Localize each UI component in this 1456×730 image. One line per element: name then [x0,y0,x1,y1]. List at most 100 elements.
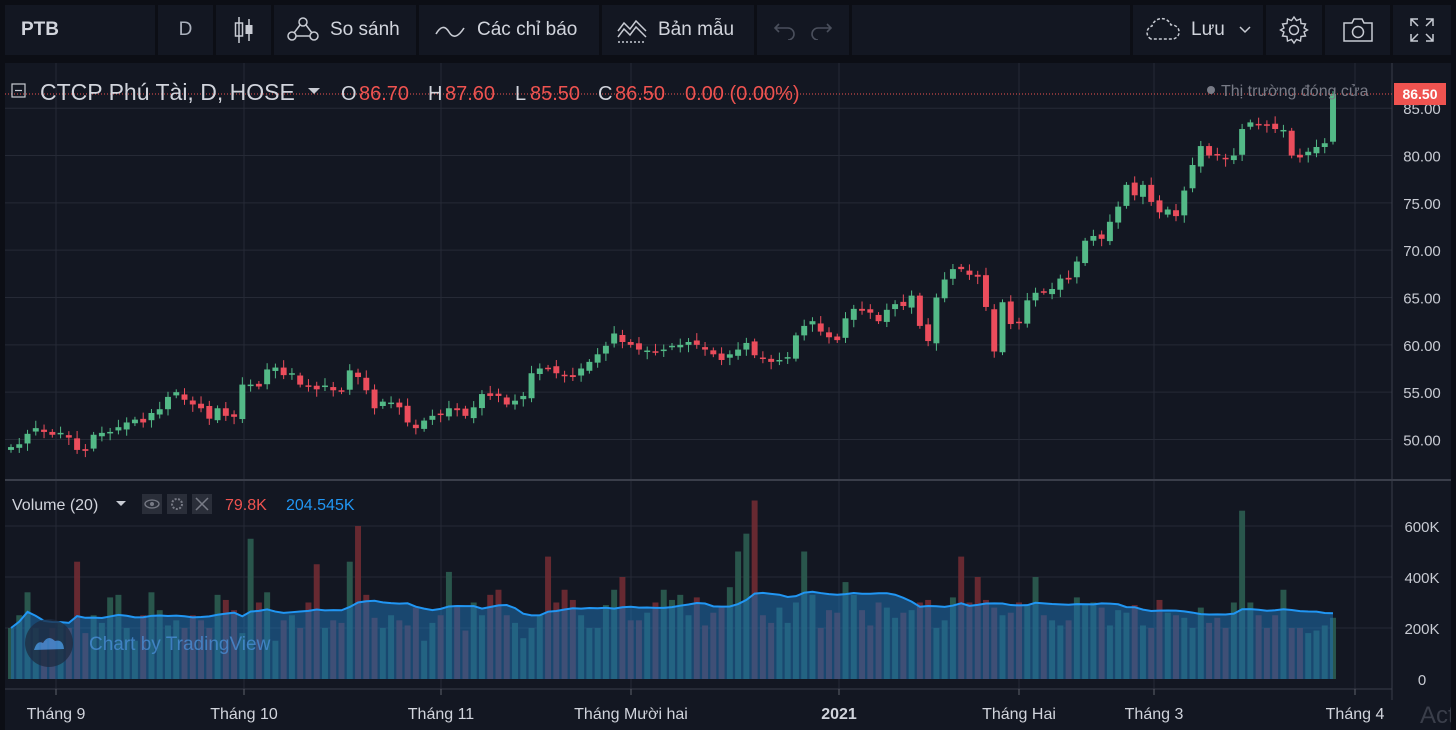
candle [892,304,899,310]
candle [1288,130,1295,156]
volume-caret-icon[interactable] [116,501,126,506]
candle [751,341,758,356]
symbol-search-button[interactable]: PTB [5,5,155,55]
candle [140,418,147,423]
candle [569,375,576,378]
settings-small-icon[interactable] [167,494,187,514]
symbol-legend[interactable]: CTCP Phú Tài, D, HOSE O 86.70 H 87.60 L … [11,79,800,105]
candle [1106,221,1113,242]
candle [181,394,188,400]
tradingview-watermark[interactable]: Chart by TradingView [25,619,271,667]
candle [115,427,122,431]
volume-tick-label: 400K [1404,570,1439,587]
candle [784,357,791,359]
chart-area[interactable]: 85.00 80.00 75.00 70.00 65.00 60.00 55.00 50.00… [5,63,1455,730]
candle [32,428,39,432]
price-tick-label: 60.00 [1403,338,1441,355]
indicators-icon [435,20,465,40]
collapse-icon[interactable] [11,83,26,98]
settings-button[interactable] [1266,5,1322,55]
candle [189,400,196,405]
templates-button[interactable]: Bản mẫu [602,5,754,55]
candle [231,414,238,417]
candle [1016,321,1022,324]
candle [1098,234,1105,239]
volume-title[interactable]: Volume (20) [12,497,98,514]
volume-tick-label: 200K [1404,621,1439,638]
candle [826,332,832,338]
candle [74,438,81,450]
candle [735,349,742,356]
save-label: Lưu [1191,19,1225,40]
open-value: 86.70 [359,83,409,105]
price-tick-label: 85.00 [1403,101,1441,118]
symbol-title[interactable]: CTCP Phú Tài, D, HOSE [40,79,295,105]
candle [1049,288,1056,295]
candle [1024,300,1031,324]
close-value: 86.50 [615,83,665,105]
candle [1065,277,1072,280]
candle [24,433,31,444]
volume-legend[interactable]: Volume (20) 79.8K 204.545K [12,494,355,514]
snapshot-button[interactable] [1325,5,1390,55]
chevron-down-icon[interactable] [1239,26,1251,34]
candle [173,392,180,396]
chart-type-button[interactable] [216,5,271,55]
candle [1131,182,1138,196]
candle [280,367,287,376]
candle [1090,235,1097,241]
low-label: L [515,83,526,105]
candle [528,373,535,399]
candle [941,279,948,299]
candle [1222,157,1229,160]
candle [247,384,254,387]
candle [850,308,857,320]
corner-watermark: Act [1420,702,1451,729]
candle [999,302,1006,353]
candle [594,354,601,363]
undo-icon[interactable] [773,20,797,40]
candle [900,301,907,307]
candle [396,402,403,408]
interval-button[interactable]: D [158,5,213,55]
volume-value: 79.8K [225,497,267,514]
volume-ma [10,590,1334,679]
price-axis[interactable]: 85.00 80.00 75.00 70.00 65.00 60.00 55.00 50.00 [1403,101,1441,449]
candle [462,408,469,416]
candle [1057,278,1064,290]
candle [16,444,23,448]
candle [1305,151,1312,156]
candle [1123,184,1130,206]
candle [206,405,213,419]
market-status: Thị trường đóng cửa [1221,83,1369,100]
time-tick-label: Tháng 4 [1326,706,1385,723]
candle [1239,129,1246,155]
volume-bar [751,500,758,679]
candle [222,408,229,416]
candle [652,351,659,353]
price-tick-label: 65.00 [1403,291,1441,308]
candle [445,408,452,417]
time-axis[interactable]: Tháng 9 Tháng 10 Tháng 11 Tháng Mười hai 202… [27,689,1385,723]
volume-axis[interactable]: 600K 400K 200K 0 [1404,519,1439,689]
volume-tick-label: 600K [1404,519,1439,536]
compare-button[interactable]: So sánh [274,5,416,55]
time-tick-label: 2021 [821,706,857,723]
camera-icon [1341,17,1375,43]
candle [264,369,271,385]
candle [65,435,72,438]
candle [991,309,998,352]
fullscreen-button[interactable] [1393,5,1451,55]
candle [313,385,320,390]
price-chart[interactable]: 85.00 80.00 75.00 70.00 65.00 60.00 55.00 50.00… [5,63,1455,730]
redo-icon[interactable] [809,20,833,40]
indicators-button[interactable]: Các chỉ báo [419,5,599,55]
candle [520,395,527,400]
candle [875,314,882,322]
save-button[interactable]: Lưu [1133,5,1263,55]
indicators-label: Các chỉ báo [477,19,578,40]
caret-down-icon[interactable] [308,88,320,94]
candle [454,408,461,411]
candle [487,393,494,396]
candle [1280,129,1287,132]
